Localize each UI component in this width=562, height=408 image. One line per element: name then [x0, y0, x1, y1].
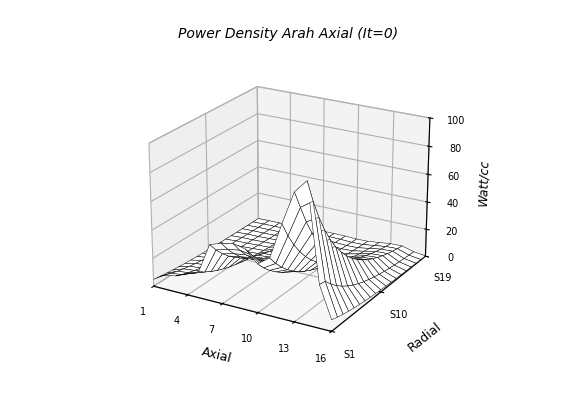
X-axis label: Axial: Axial: [201, 345, 233, 366]
Title: Power Density Arah Axial (It=0): Power Density Arah Axial (It=0): [178, 27, 398, 41]
Y-axis label: Radial: Radial: [406, 320, 445, 355]
